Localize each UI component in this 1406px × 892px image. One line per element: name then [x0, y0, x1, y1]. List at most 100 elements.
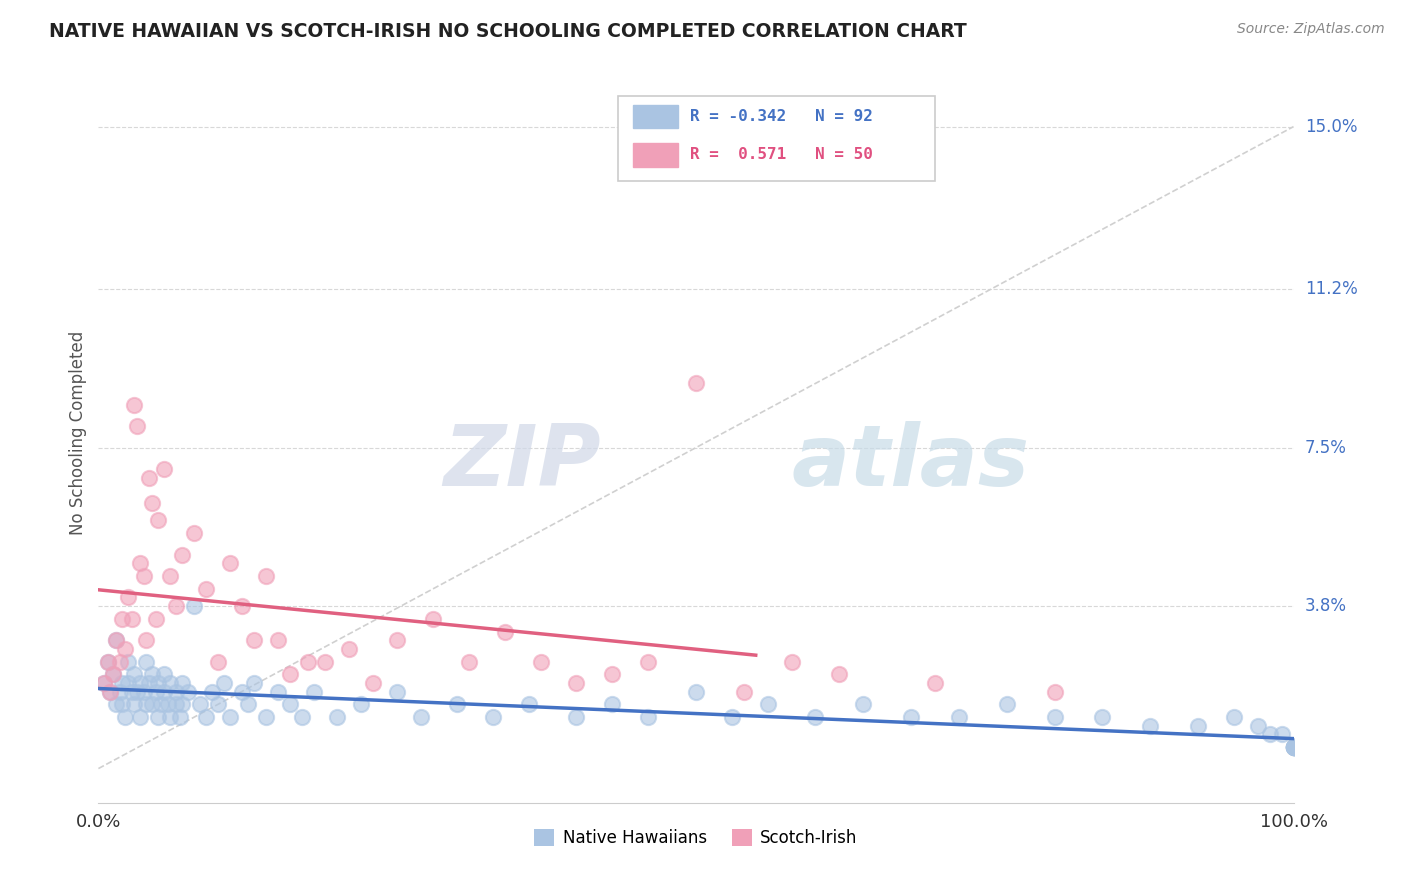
Point	[207, 655, 229, 669]
Point	[1043, 684, 1066, 698]
Point	[165, 684, 187, 698]
Point	[135, 698, 157, 712]
Point	[363, 676, 385, 690]
Point	[1282, 740, 1305, 755]
Point	[177, 684, 200, 698]
Point	[219, 556, 242, 570]
Point	[172, 676, 194, 690]
Point	[117, 676, 139, 690]
Point	[148, 513, 170, 527]
Point	[291, 710, 314, 724]
Point	[135, 633, 157, 648]
Point	[530, 655, 553, 669]
Point	[1282, 740, 1305, 755]
Point	[195, 710, 218, 724]
Point	[121, 612, 143, 626]
Point	[132, 569, 155, 583]
Point	[1282, 740, 1305, 755]
Point	[148, 710, 170, 724]
Point	[780, 655, 803, 669]
Point	[1282, 740, 1305, 755]
Point	[93, 676, 115, 690]
Point	[852, 698, 875, 712]
Point	[446, 698, 468, 712]
Point	[114, 641, 136, 656]
Point	[721, 710, 744, 724]
Point	[98, 684, 122, 698]
Text: ZIP: ZIP	[443, 421, 600, 504]
Point	[129, 710, 152, 724]
Point	[219, 710, 242, 724]
Point	[97, 655, 120, 669]
Point	[145, 684, 167, 698]
Point	[124, 698, 146, 712]
Text: R = -0.342   N = 92: R = -0.342 N = 92	[690, 109, 873, 124]
Point	[172, 698, 194, 712]
Point	[101, 667, 124, 681]
Point	[828, 667, 851, 681]
Point	[105, 698, 128, 712]
Point	[267, 633, 290, 648]
Point	[685, 376, 707, 391]
Point	[494, 624, 516, 639]
Point	[153, 667, 176, 681]
Point	[132, 684, 155, 698]
Point	[114, 710, 136, 724]
Point	[117, 655, 139, 669]
Point	[422, 612, 444, 626]
Point	[207, 698, 229, 712]
Point	[350, 698, 373, 712]
Point	[236, 698, 259, 712]
Point	[188, 698, 211, 712]
Point	[195, 582, 218, 596]
Point	[141, 698, 163, 712]
Point	[153, 462, 176, 476]
Point	[297, 655, 319, 669]
Point	[278, 667, 301, 681]
Point	[183, 526, 205, 541]
Point	[481, 710, 505, 724]
Point	[111, 698, 134, 712]
Point	[924, 676, 946, 690]
Point	[637, 655, 659, 669]
Text: Source: ZipAtlas.com: Source: ZipAtlas.com	[1237, 22, 1385, 37]
Point	[124, 667, 146, 681]
Point	[243, 676, 266, 690]
Point	[172, 548, 194, 562]
Point	[129, 556, 152, 570]
Point	[1282, 740, 1305, 755]
Point	[124, 398, 146, 412]
Point	[231, 684, 253, 698]
Point	[138, 676, 160, 690]
Point	[97, 655, 120, 669]
Point	[101, 667, 124, 681]
Point	[201, 684, 224, 698]
Point	[165, 698, 187, 712]
Point	[995, 698, 1018, 712]
Point	[125, 419, 148, 434]
Point	[602, 667, 624, 681]
Text: 15.0%: 15.0%	[1305, 118, 1357, 136]
Text: 3.8%: 3.8%	[1305, 597, 1347, 615]
Point	[108, 655, 131, 669]
Point	[254, 569, 277, 583]
Y-axis label: No Schooling Completed: No Schooling Completed	[69, 331, 87, 534]
Point	[105, 633, 128, 648]
Point	[1282, 740, 1305, 755]
Point	[93, 676, 115, 690]
Point	[1187, 719, 1209, 733]
Bar	[633, 104, 678, 128]
Point	[156, 698, 179, 712]
Point	[733, 684, 755, 698]
Point	[756, 698, 779, 712]
Point	[111, 676, 134, 690]
Point	[121, 684, 143, 698]
Point	[1271, 727, 1294, 741]
Text: NATIVE HAWAIIAN VS SCOTCH-IRISH NO SCHOOLING COMPLETED CORRELATION CHART: NATIVE HAWAIIAN VS SCOTCH-IRISH NO SCHOO…	[49, 22, 967, 41]
Point	[315, 655, 337, 669]
Point	[159, 676, 181, 690]
Point	[385, 633, 409, 648]
Text: R =  0.571   N = 50: R = 0.571 N = 50	[690, 147, 873, 162]
Text: atlas: atlas	[792, 421, 1029, 504]
Legend: Native Hawaiians, Scotch-Irish: Native Hawaiians, Scotch-Irish	[527, 822, 865, 854]
